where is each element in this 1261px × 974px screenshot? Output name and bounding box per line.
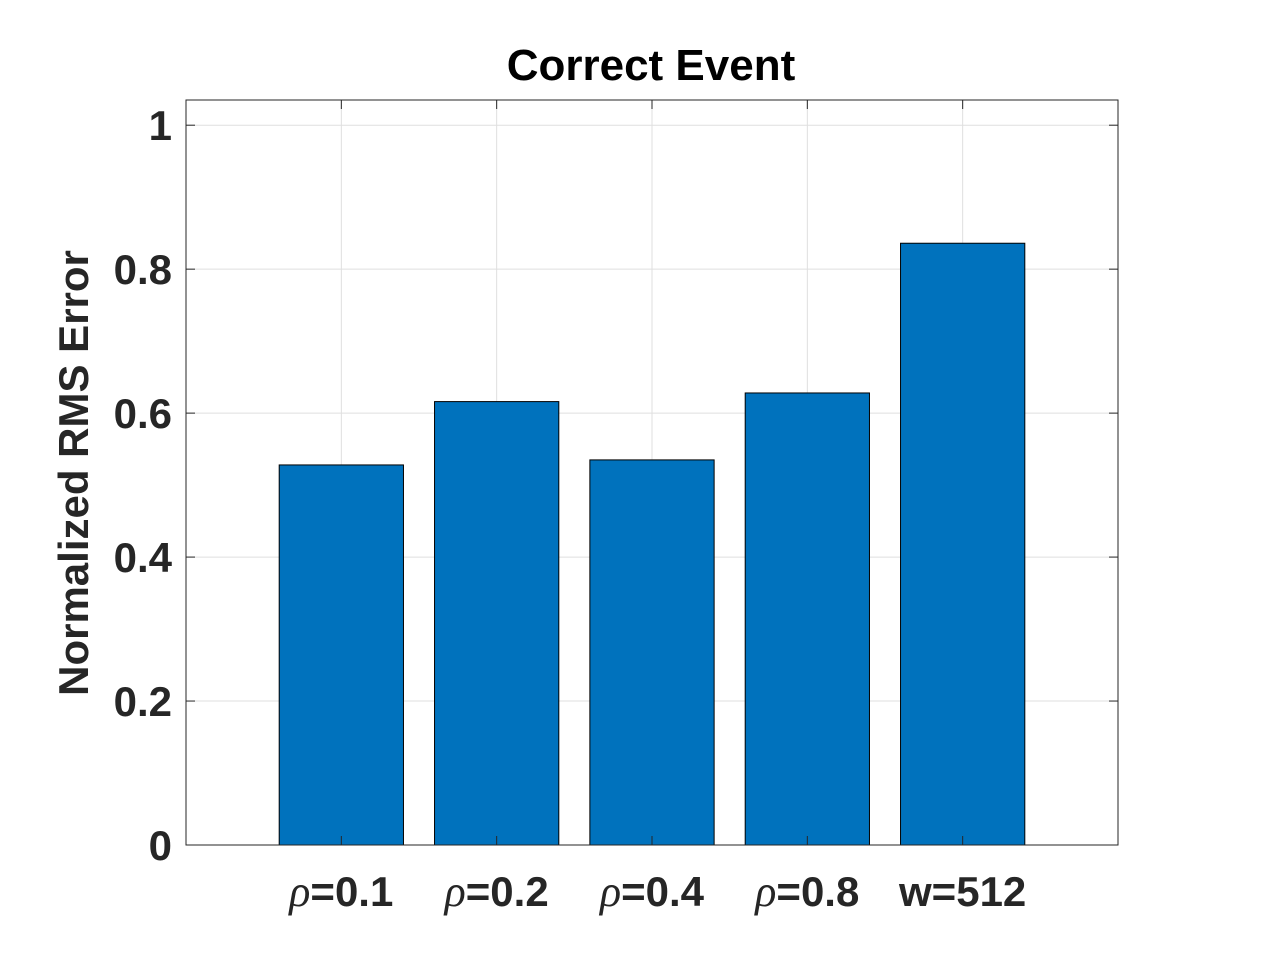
rho-symbol: ρ (753, 867, 776, 916)
x-tick-text: w=512 (898, 868, 1026, 915)
bar (589, 459, 715, 846)
x-tick-label: w=512 (898, 868, 1026, 915)
y-tick-label: 0.6 (114, 390, 172, 437)
bar (434, 401, 560, 846)
bar (278, 464, 404, 846)
y-tick-label: 1 (149, 102, 172, 149)
y-axis-label: Normalized RMS Error (50, 250, 97, 696)
rho-symbol: ρ (443, 867, 466, 916)
x-tick-text: =0.1 (310, 868, 393, 915)
y-tick-label: 0.8 (114, 246, 172, 293)
y-tick-label: 0.4 (114, 534, 173, 581)
axes-frame (185, 99, 1119, 846)
x-tick-label: ρ=0.1 (287, 867, 393, 916)
y-tick-label: 0 (149, 822, 172, 869)
bar (900, 242, 1026, 846)
y-tick-label: 0.2 (114, 678, 172, 725)
chart-title: Correct Event (507, 41, 796, 90)
bars (278, 242, 1026, 846)
x-tick-text: =0.4 (621, 868, 705, 915)
x-tick-label: ρ=0.4 (598, 867, 705, 916)
tick-labels: 00.20.40.60.81ρ=0.1 ρ=0.2 ρ=0.4 ρ=0.8 w=512 (114, 102, 1027, 916)
x-tick-text: =0.2 (466, 868, 549, 915)
rho-symbol: ρ (287, 867, 310, 916)
rho-symbol: ρ (598, 867, 621, 916)
bar (744, 392, 870, 846)
x-tick-label: ρ=0.8 (753, 867, 859, 916)
x-tick-label: ρ=0.2 (443, 867, 549, 916)
x-tick-text: =0.8 (776, 868, 859, 915)
